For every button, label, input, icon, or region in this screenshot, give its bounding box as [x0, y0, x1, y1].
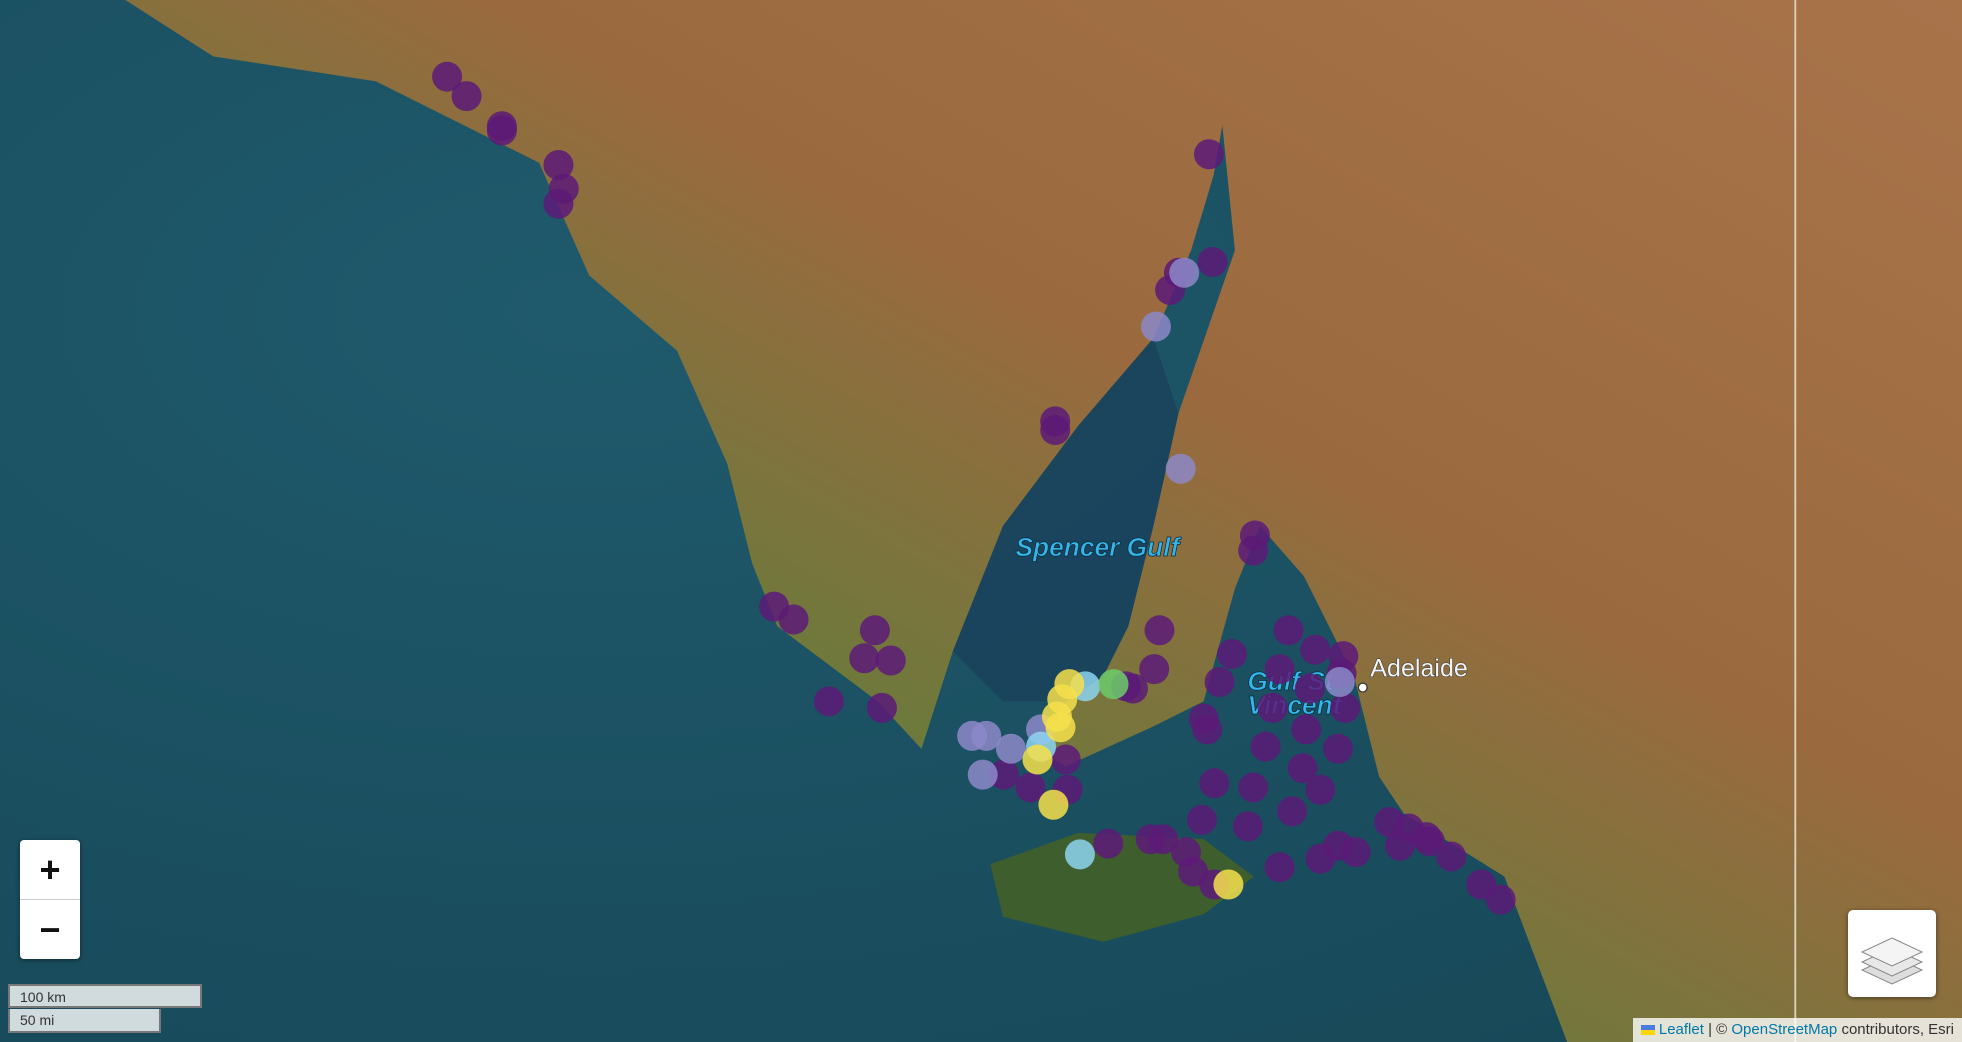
- city-label: Adelaide: [1370, 654, 1468, 682]
- marker[interactable]: [1144, 615, 1175, 646]
- marker[interactable]: [1277, 796, 1308, 827]
- marker[interactable]: [1050, 744, 1081, 775]
- attribution-text: contributors, Esri: [1841, 1021, 1954, 1038]
- marker[interactable]: [543, 150, 574, 181]
- marker[interactable]: [1148, 824, 1179, 855]
- zoom-out[interactable]: −: [20, 899, 80, 959]
- mainland: [125, 0, 1962, 1042]
- marker[interactable]: [1436, 841, 1467, 872]
- marker[interactable]: [813, 686, 844, 717]
- marker[interactable]: [1323, 733, 1354, 764]
- marker[interactable]: [1300, 634, 1331, 665]
- marker[interactable]: [1038, 789, 1069, 820]
- marker[interactable]: [1287, 753, 1318, 784]
- marker[interactable]: [1291, 714, 1322, 745]
- marker[interactable]: [1294, 673, 1325, 704]
- marker[interactable]: [1238, 772, 1269, 803]
- marker[interactable]: [1186, 804, 1217, 835]
- layers-button[interactable]: [1848, 910, 1936, 997]
- marker[interactable]: [1257, 692, 1288, 723]
- scale-imperial: 50 mi: [8, 1009, 161, 1033]
- marker[interactable]: [1213, 869, 1244, 900]
- marker[interactable]: [1324, 667, 1355, 698]
- city-dot: [1357, 682, 1368, 693]
- zoom-in[interactable]: +: [39, 849, 61, 890]
- marker[interactable]: [849, 643, 880, 674]
- marker[interactable]: [778, 604, 809, 635]
- marker[interactable]: [1264, 654, 1295, 685]
- flag-icon: [1640, 1025, 1655, 1035]
- layers-icon: [1860, 937, 1924, 985]
- marker[interactable]: [1098, 669, 1129, 700]
- marker[interactable]: [1232, 811, 1263, 842]
- marker[interactable]: [1193, 139, 1224, 170]
- marker[interactable]: [1169, 257, 1200, 288]
- marker[interactable]: [486, 115, 517, 146]
- osm-link[interactable]: OpenStreetMap: [1731, 1021, 1838, 1038]
- marker[interactable]: [1093, 828, 1124, 859]
- place-label: Spencer Gulf: [1015, 532, 1181, 562]
- scale-metric: 100 km: [8, 984, 202, 1008]
- marker[interactable]: [1273, 615, 1304, 646]
- marker[interactable]: [1384, 830, 1415, 861]
- marker[interactable]: [875, 645, 906, 676]
- marker[interactable]: [1238, 535, 1269, 566]
- marker[interactable]: [1022, 744, 1053, 775]
- marker[interactable]: [1264, 852, 1295, 883]
- marker[interactable]: [432, 61, 463, 92]
- marker[interactable]: [1140, 311, 1171, 342]
- gulf-water: [952, 338, 1179, 702]
- marker[interactable]: [1040, 414, 1071, 445]
- marker[interactable]: [1216, 639, 1247, 670]
- marker[interactable]: [1330, 692, 1361, 723]
- marker[interactable]: [859, 615, 890, 646]
- marker[interactable]: [1064, 839, 1095, 870]
- zoom-control: + −: [20, 840, 80, 959]
- marker[interactable]: [1250, 731, 1281, 762]
- marker[interactable]: [1305, 774, 1336, 805]
- marker[interactable]: [1015, 772, 1046, 803]
- marker[interactable]: [1192, 714, 1223, 745]
- marker[interactable]: [1045, 712, 1076, 743]
- attribution-sep: | ©: [1708, 1021, 1728, 1038]
- marker[interactable]: [866, 692, 897, 723]
- marker[interactable]: [967, 759, 998, 790]
- marker[interactable]: [1411, 822, 1442, 853]
- marker[interactable]: [543, 188, 574, 219]
- marker[interactable]: [1204, 667, 1235, 698]
- marker[interactable]: [1485, 884, 1516, 915]
- marker[interactable]: [1323, 830, 1354, 861]
- leaflet-link[interactable]: Leaflet: [1658, 1021, 1704, 1038]
- marker[interactable]: [1199, 768, 1230, 799]
- marker[interactable]: [988, 759, 1019, 790]
- marker[interactable]: [1139, 654, 1170, 685]
- marker[interactable]: [1197, 246, 1228, 277]
- attribution: Leaflet | © OpenStreetMap contributors, …: [1632, 1018, 1962, 1042]
- marker[interactable]: [995, 733, 1026, 764]
- marker[interactable]: [1165, 453, 1196, 484]
- marker[interactable]: [451, 81, 482, 112]
- marker[interactable]: [971, 720, 1002, 751]
